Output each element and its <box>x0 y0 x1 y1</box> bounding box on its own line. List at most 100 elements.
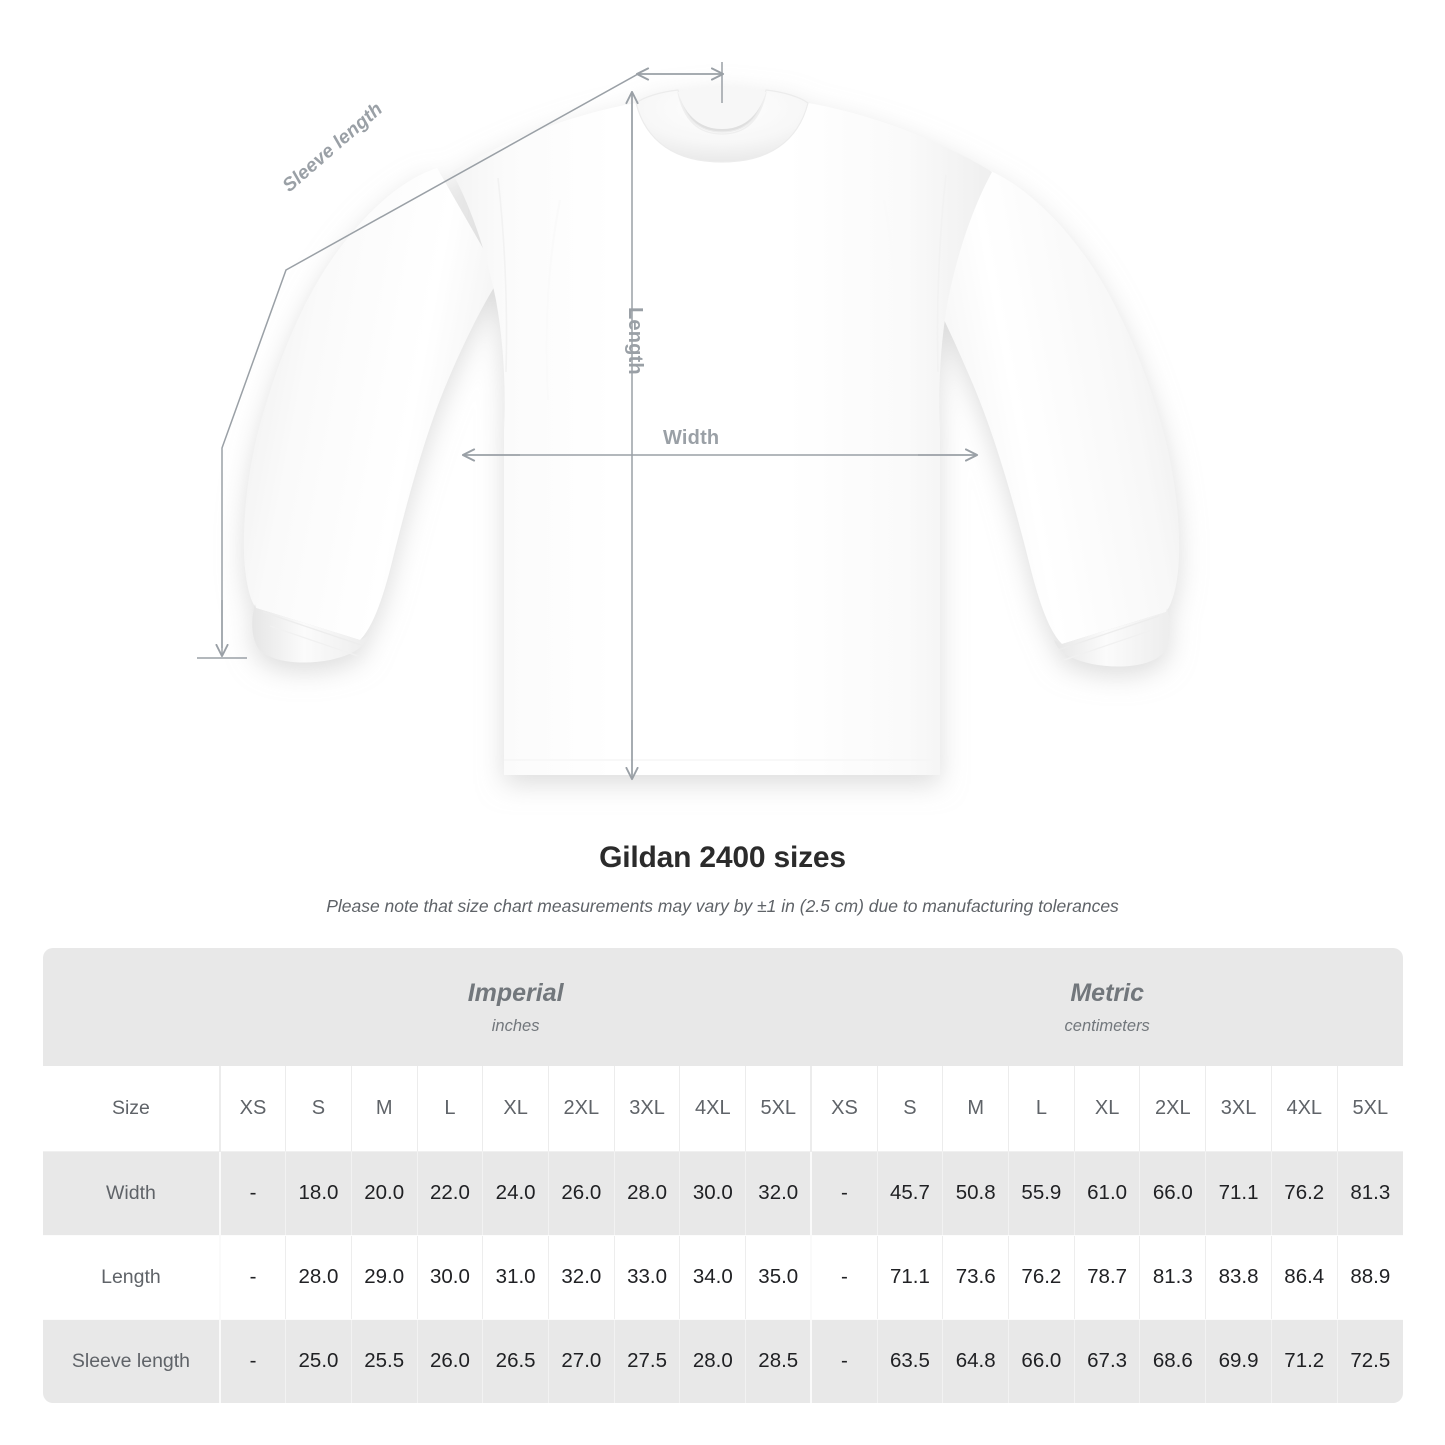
width-metric-xs: - <box>810 1151 878 1236</box>
sleeve-metric-4xl: 71.2 <box>1270 1319 1338 1403</box>
sleeve-imperial-5xl: 28.5 <box>745 1319 812 1403</box>
length-metric-l: 76.2 <box>1008 1235 1075 1320</box>
width-imperial-xl: 24.0 <box>482 1151 549 1236</box>
length-metric-s: 71.1 <box>876 1235 943 1320</box>
size-header-label: Size <box>43 1066 220 1152</box>
size-header-metric-l: L <box>1008 1066 1075 1152</box>
table-row: Length - 28.0 29.0 30.0 31.0 32.0 33.0 3… <box>43 1235 1403 1320</box>
size-header-row: Size XS S M L XL 2XL 3XL 4XL 5XL XS S M … <box>43 1066 1403 1152</box>
size-header-metric-4xl: 4XL <box>1270 1066 1338 1152</box>
width-metric-m: 50.8 <box>942 1151 1009 1236</box>
length-imperial-2xl: 32.0 <box>547 1235 615 1320</box>
table-row: Sleeve length - 25.0 25.5 26.0 26.5 27.0… <box>43 1319 1403 1403</box>
long-sleeve-tee-illustration <box>197 62 1180 781</box>
sleeve-imperial-xs: - <box>218 1319 286 1403</box>
sleeve-length-path <box>221 73 639 648</box>
measurement-lines <box>197 62 979 781</box>
length-imperial-m: 29.0 <box>350 1235 418 1320</box>
width-imperial-2xl: 26.0 <box>547 1151 615 1236</box>
length-metric-5xl: 88.9 <box>1336 1235 1403 1320</box>
sleeve-imperial-4xl: 28.0 <box>679 1319 746 1403</box>
right-cuff-seam <box>1057 615 1160 651</box>
size-header-imperial-l: L <box>416 1066 483 1152</box>
length-imperial-5xl: 35.0 <box>745 1235 812 1320</box>
right-sleeve <box>920 165 1180 644</box>
size-header-metric-s: S <box>876 1066 943 1152</box>
sleeve-metric-l: 66.0 <box>1008 1319 1075 1403</box>
right-shoulder-seam <box>936 174 947 373</box>
size-header-imperial-m: M <box>350 1066 418 1152</box>
right-cuff-rib-1 <box>1063 629 1153 661</box>
sleeve-imperial-l: 26.0 <box>416 1319 483 1403</box>
length-metric-m: 73.6 <box>942 1235 1009 1320</box>
width-imperial-xs: - <box>218 1151 286 1236</box>
sleeve-metric-s: 63.5 <box>876 1319 943 1403</box>
width-imperial-s: 18.0 <box>285 1151 352 1236</box>
row-label-length: Length <box>43 1235 220 1320</box>
length-metric-3xl: 83.8 <box>1205 1235 1272 1320</box>
size-header-metric-m: M <box>942 1066 1009 1152</box>
length-imperial-3xl: 33.0 <box>613 1235 680 1320</box>
size-header-metric-xl: XL <box>1073 1066 1140 1152</box>
imperial-unit-cell: Imperial inches <box>219 948 812 1066</box>
width-metric-5xl: 81.3 <box>1336 1151 1403 1236</box>
left-sleeve <box>243 168 500 640</box>
length-metric-xl: 78.7 <box>1073 1235 1140 1320</box>
size-header-imperial-2xl: 2XL <box>547 1066 615 1152</box>
shirt-body <box>452 103 992 775</box>
length-imperial-xs: - <box>218 1235 286 1320</box>
size-header-metric-xs: XS <box>810 1066 878 1152</box>
length-metric-4xl: 86.4 <box>1270 1235 1338 1320</box>
length-imperial-xl: 31.0 <box>482 1235 549 1320</box>
size-chart-table-container: Imperial inches Metric centimeters Size … <box>43 948 1403 1403</box>
sleeve-metric-5xl: 72.5 <box>1336 1319 1403 1403</box>
size-header-imperial-3xl: 3XL <box>613 1066 680 1152</box>
size-header-metric-5xl: 5XL <box>1336 1066 1403 1152</box>
title-block: Gildan 2400 sizes Please note that size … <box>0 840 1445 918</box>
sleeve-metric-m: 64.8 <box>942 1319 1009 1403</box>
left-cuff-rib-1 <box>269 625 359 657</box>
imperial-unit-sub: inches <box>491 1016 540 1035</box>
width-metric-4xl: 76.2 <box>1270 1151 1338 1236</box>
banner-spacer <box>43 948 220 1066</box>
length-imperial-l: 30.0 <box>416 1235 483 1320</box>
table-row: Width - 18.0 20.0 22.0 24.0 26.0 28.0 30… <box>43 1151 1403 1236</box>
width-imperial-4xl: 30.0 <box>679 1151 746 1236</box>
size-header-imperial-4xl: 4XL <box>679 1066 746 1152</box>
length-metric-2xl: 81.3 <box>1139 1235 1206 1320</box>
sleeve-imperial-2xl: 27.0 <box>547 1319 615 1403</box>
width-metric-s: 45.7 <box>876 1151 943 1236</box>
size-header-imperial-s: S <box>285 1066 352 1152</box>
length-imperial-4xl: 34.0 <box>679 1235 746 1320</box>
sleeve-imperial-xl: 26.5 <box>482 1319 549 1403</box>
length-metric-xs: - <box>810 1235 878 1320</box>
sleeve-metric-xs: - <box>810 1319 878 1403</box>
left-shoulder-seam <box>497 177 508 373</box>
size-header-imperial-xl: XL <box>482 1066 549 1152</box>
width-metric-xl: 61.0 <box>1073 1151 1140 1236</box>
sleeve-imperial-m: 25.5 <box>350 1319 418 1403</box>
sleeve-imperial-3xl: 27.5 <box>613 1319 680 1403</box>
width-imperial-3xl: 28.0 <box>613 1151 680 1236</box>
size-header-metric-3xl: 3XL <box>1205 1066 1272 1152</box>
size-chart-table: Imperial inches Metric centimeters Size … <box>43 948 1403 1403</box>
width-metric-3xl: 71.1 <box>1205 1151 1272 1236</box>
size-header-imperial-5xl: 5XL <box>745 1066 812 1152</box>
length-label: Length <box>624 307 646 375</box>
width-label: Width <box>663 427 720 449</box>
unit-banner-row: Imperial inches Metric centimeters <box>43 948 1403 1066</box>
size-header-imperial-xs: XS <box>218 1066 286 1152</box>
width-imperial-5xl: 32.0 <box>745 1151 812 1236</box>
sleeve-metric-2xl: 68.6 <box>1139 1319 1206 1403</box>
tolerance-note: Please note that size chart measurements… <box>326 896 1119 916</box>
shirt-silhouette <box>243 86 1180 775</box>
sleeve-metric-3xl: 69.9 <box>1205 1319 1272 1403</box>
width-imperial-m: 20.0 <box>350 1151 418 1236</box>
length-imperial-s: 28.0 <box>285 1235 352 1320</box>
metric-unit-sub: centimeters <box>1064 1016 1150 1035</box>
sleeve-imperial-s: 25.0 <box>285 1319 352 1403</box>
imperial-unit-name: Imperial <box>467 979 564 1008</box>
row-label-width: Width <box>43 1151 220 1236</box>
row-label-sleeve-length: Sleeve length <box>43 1319 220 1403</box>
body-fold-1 <box>545 199 561 401</box>
